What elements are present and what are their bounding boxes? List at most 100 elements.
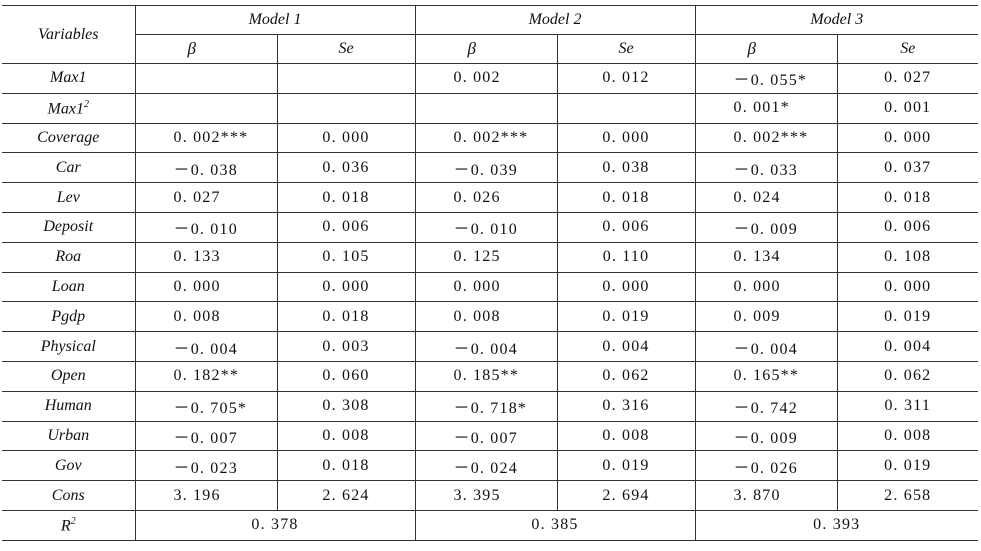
variable-label: Open — [50, 367, 86, 385]
row-variable-name: Deposit — [2, 211, 136, 243]
se-cell: 0. 006 — [276, 211, 416, 243]
beta-cell: 3. 196 — [134, 480, 278, 511]
se-cell: 0. 003 — [276, 331, 416, 362]
header-se-2: Se — [556, 34, 696, 64]
se-cell: 0. 018 — [556, 182, 696, 213]
beta-cell: 0. 182** — [134, 360, 278, 392]
se-cell: 0. 000 — [556, 122, 696, 154]
header-variables: Variables — [2, 5, 136, 64]
se-cell: 0. 038 — [556, 152, 696, 184]
variable-label: Roa — [55, 248, 82, 266]
se-cell: 0. 018 — [276, 301, 416, 333]
beta-cell: 0. 000 — [414, 271, 558, 303]
beta-cell: －0. 007 — [414, 420, 558, 452]
variable-label: Car — [55, 158, 81, 176]
variable-label: Human — [44, 397, 92, 415]
se-cell: 0. 004 — [836, 331, 978, 362]
variable-label: Max1 — [47, 99, 84, 117]
beta-cell: －0. 026 — [694, 450, 838, 482]
se-cell: 0. 062 — [836, 360, 978, 392]
beta-cell: －0. 009 — [694, 420, 838, 452]
r-squared-label: R2 — [2, 509, 136, 541]
se-cell — [556, 92, 696, 124]
beta-cell: －0. 038 — [134, 152, 278, 184]
se-cell: 0. 018 — [836, 182, 978, 213]
beta-cell: －0. 742 — [694, 390, 838, 422]
beta-cell: 0. 002 — [414, 63, 558, 94]
beta-cell: 0. 125 — [414, 241, 558, 273]
row-variable-name: Pgdp — [2, 301, 136, 333]
se-cell: 0. 000 — [836, 122, 978, 154]
variable-label: Lev — [56, 188, 80, 206]
se-cell: 0. 000 — [276, 122, 416, 154]
se-cell: 0. 036 — [276, 152, 416, 184]
beta-cell: 0. 009 — [694, 301, 838, 333]
header-beta-2: β — [414, 34, 558, 64]
se-cell: 0. 001 — [836, 92, 978, 124]
beta-cell: －0. 039 — [414, 152, 558, 184]
variable-label: Deposit — [43, 218, 94, 236]
se-cell: 0. 012 — [556, 63, 696, 94]
r-squared-row: R2 0. 378 0. 385 0. 393 — [2, 509, 978, 541]
se-cell: 0. 316 — [556, 390, 696, 422]
beta-cell: 0. 134 — [694, 241, 838, 273]
beta-cell: 3. 395 — [414, 480, 558, 511]
beta-cell: 0. 008 — [134, 301, 278, 333]
beta-cell: －0. 009 — [694, 211, 838, 243]
row-variable-name: Coverage — [2, 122, 136, 154]
beta-cell: －0. 004 — [134, 331, 278, 362]
beta-cell: －0. 024 — [414, 450, 558, 482]
table-row: Pgdp 0. 008 0. 018 0. 008 0. 019 0. 009 0. 019 — [2, 301, 978, 333]
regression-table: Variables Model 1 Model 2 Model 3 β Se β… — [2, 5, 978, 541]
beta-cell: －0. 718* — [414, 390, 558, 422]
beta-cell: 0. 000 — [694, 271, 838, 303]
se-cell: 0. 006 — [836, 211, 978, 243]
header-beta-3: β — [694, 34, 838, 64]
variable-label: Pgdp — [51, 307, 86, 325]
row-variable-name: Open — [2, 360, 136, 392]
header-model-2: Model 2 — [414, 5, 696, 35]
header-se-1: Se — [276, 34, 416, 64]
beta-cell: 3. 870 — [694, 480, 838, 511]
beta-cell: 0. 185** — [414, 360, 558, 392]
se-cell — [276, 92, 416, 124]
row-variable-name: Roa — [2, 241, 136, 273]
se-cell: 0. 105 — [276, 241, 416, 273]
beta-cell: 0. 000 — [134, 271, 278, 303]
se-cell: 0. 004 — [556, 331, 696, 362]
se-cell: 0. 018 — [276, 182, 416, 213]
se-cell: 2. 694 — [556, 480, 696, 511]
se-cell: 0. 027 — [836, 63, 978, 94]
se-cell: 0. 006 — [556, 211, 696, 243]
beta-cell: －0. 033 — [694, 152, 838, 184]
se-cell: 0. 108 — [836, 241, 978, 273]
table-row: Physical －0. 004 0. 003 －0. 004 0. 004 －0. 00… — [2, 331, 978, 362]
se-cell: 0. 000 — [276, 271, 416, 303]
table-row: Max1 0. 002 0. 012 －0. 055* 0. 027 — [2, 63, 978, 94]
header-model-3: Model 3 — [694, 5, 978, 35]
variable-label: Physical — [40, 337, 96, 355]
table-row: Lev 0. 027 0. 018 0. 026 0. 018 0. 024 0. 018 — [2, 182, 978, 213]
se-cell: 0. 308 — [276, 390, 416, 422]
table-row: Car －0. 038 0. 036 －0. 039 0. 038 －0. 033 0. 0… — [2, 152, 978, 184]
variable-label: Cons — [51, 486, 85, 504]
beta-cell: －0. 055* — [694, 63, 838, 94]
r-squared-value: 0. 393 — [694, 509, 978, 541]
se-cell: 0. 008 — [556, 420, 696, 452]
se-cell: 0. 000 — [556, 271, 696, 303]
se-cell: 0. 060 — [276, 360, 416, 392]
beta-cell: 0. 024 — [694, 182, 838, 213]
table-row: Loan 0. 000 0. 000 0. 000 0. 000 0. 000 0. 000 — [2, 271, 978, 303]
beta-cell: 0. 002*** — [414, 122, 558, 154]
beta-cell: －0. 010 — [414, 211, 558, 243]
r-label: R — [60, 517, 71, 535]
header-model-1: Model 1 — [134, 5, 416, 35]
r-squared-value: 0. 378 — [134, 509, 416, 541]
row-variable-name: Cons — [2, 480, 136, 511]
table-row: Cons 3. 196 2. 624 3. 395 2. 694 3. 870 2. 658 — [2, 480, 978, 511]
se-cell: 0. 019 — [556, 301, 696, 333]
row-variable-name: Max1 — [2, 63, 136, 94]
r-squared-value: 0. 385 — [414, 509, 696, 541]
r-superscript: 2 — [70, 515, 76, 527]
beta-cell: －0. 004 — [414, 331, 558, 362]
